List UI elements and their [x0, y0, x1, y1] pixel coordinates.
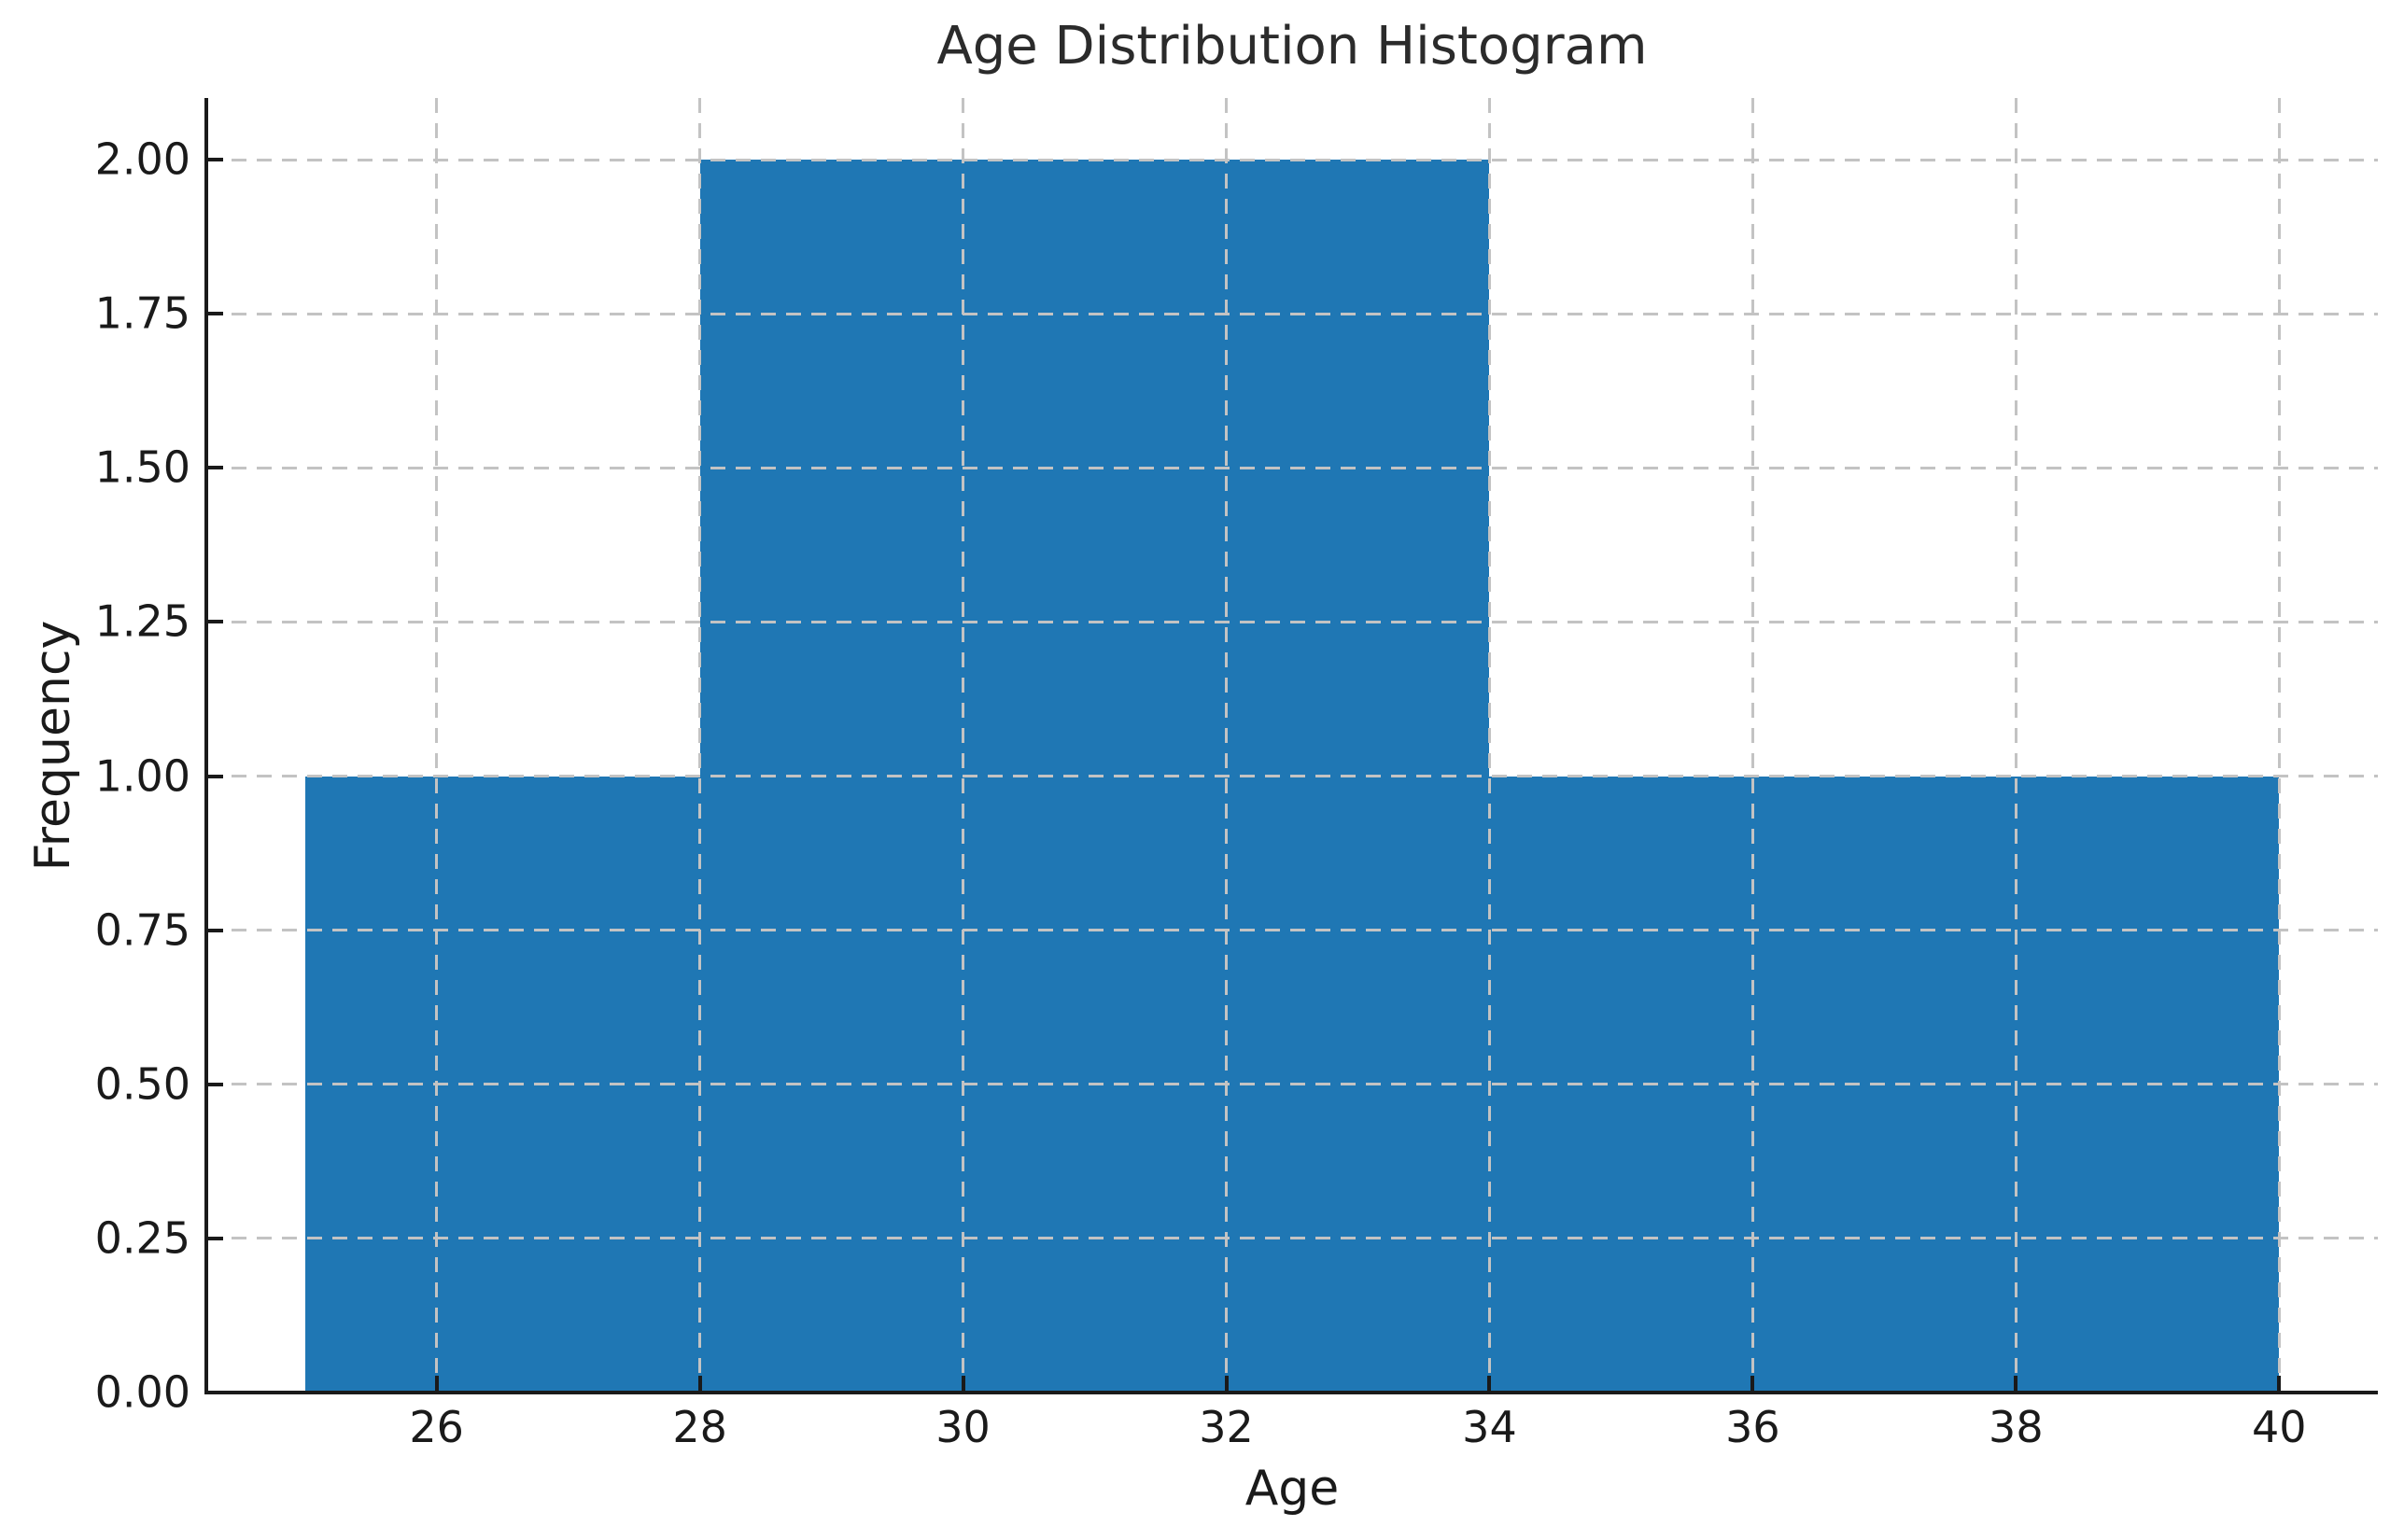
x-tick-mark	[961, 1376, 965, 1393]
y-tick-mark	[206, 774, 223, 778]
y-tick-label: 0.25	[94, 1212, 190, 1264]
y-tick-label: 1.50	[94, 441, 190, 493]
y-tick-mark	[206, 928, 223, 932]
y-axis-spine	[204, 98, 208, 1394]
x-tick-mark	[2014, 1376, 2018, 1393]
x-tick-mark	[697, 1376, 702, 1393]
y-tick-label: 0.50	[94, 1058, 190, 1110]
gridline-horizontal	[206, 312, 2378, 315]
y-tick-mark	[206, 312, 223, 316]
gridline-horizontal	[206, 775, 2378, 778]
y-tick-mark	[206, 466, 223, 470]
gridline-horizontal	[206, 158, 2378, 161]
x-axis-label: Age	[1244, 1461, 1340, 1517]
x-tick-label: 32	[1199, 1402, 1254, 1452]
gridline-vertical	[435, 98, 439, 1393]
gridline-vertical	[1487, 98, 1491, 1393]
y-tick-label: 0.00	[94, 1366, 190, 1418]
x-tick-label: 36	[1725, 1402, 1780, 1452]
x-tick-label: 28	[672, 1402, 727, 1452]
gridline-horizontal	[206, 929, 2378, 932]
gridline-horizontal	[206, 1083, 2378, 1086]
x-tick-label: 38	[1989, 1402, 2044, 1452]
x-tick-mark	[1224, 1376, 1229, 1393]
y-axis-label: Frequency	[25, 620, 82, 872]
y-tick-label: 2.00	[94, 133, 190, 185]
gridline-vertical	[1750, 98, 1754, 1393]
gridline-vertical	[962, 98, 965, 1393]
x-tick-label: 30	[935, 1402, 991, 1452]
x-tick-label: 26	[409, 1402, 464, 1452]
x-tick-mark	[1750, 1376, 1755, 1393]
x-tick-label: 40	[2251, 1402, 2307, 1452]
x-tick-mark	[1487, 1376, 1492, 1393]
gridline-vertical	[1225, 98, 1228, 1393]
tick-layer: 26 28 30 32 34 36 38 40 0.00 0.25 0.50 0.75 1.00 1.25…	[95, 98, 2378, 1450]
x-tick-mark	[2277, 1376, 2282, 1393]
y-tick-mark	[206, 620, 223, 624]
x-tick-mark	[434, 1376, 439, 1393]
y-tick-label: 1.75	[94, 287, 190, 339]
y-tick-mark	[206, 1082, 223, 1086]
grid-layer	[206, 98, 2378, 1393]
gridline-vertical	[2277, 98, 2281, 1393]
gridline-vertical	[2014, 98, 2017, 1393]
gridline-vertical	[698, 98, 702, 1393]
y-tick-label: 1.25	[94, 596, 190, 648]
gridline-horizontal	[206, 620, 2378, 623]
x-tick-label: 34	[1462, 1402, 1517, 1452]
y-tick-mark	[206, 158, 223, 162]
y-tick-mark	[206, 1236, 223, 1240]
plot-area: 26 28 30 32 34 36 38 40 0.00 0.25 0.50 0.75 1.00 1.25…	[95, 98, 2378, 1450]
chart-title: Age Distribution Histogram	[936, 16, 1648, 77]
gridline-horizontal	[206, 1237, 2378, 1240]
gridline-horizontal	[206, 466, 2378, 469]
y-tick-label: 0.75	[94, 904, 190, 956]
x-axis-spine	[204, 1391, 2378, 1394]
y-tick-label: 1.00	[94, 750, 190, 802]
